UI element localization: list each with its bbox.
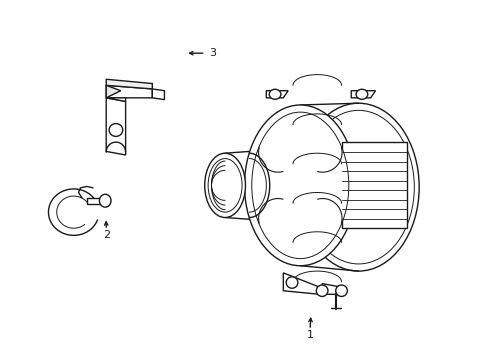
Polygon shape xyxy=(152,89,164,100)
Ellipse shape xyxy=(355,89,367,99)
Polygon shape xyxy=(322,284,341,294)
Ellipse shape xyxy=(244,105,355,266)
Polygon shape xyxy=(106,85,121,98)
Ellipse shape xyxy=(302,111,413,264)
Text: 1: 1 xyxy=(306,330,313,341)
Ellipse shape xyxy=(297,103,418,271)
Ellipse shape xyxy=(285,277,297,288)
Polygon shape xyxy=(283,273,319,294)
Polygon shape xyxy=(106,98,125,155)
Text: 3: 3 xyxy=(209,48,216,58)
Ellipse shape xyxy=(109,123,122,136)
Ellipse shape xyxy=(204,153,245,217)
Ellipse shape xyxy=(208,158,242,212)
Ellipse shape xyxy=(99,194,111,207)
Polygon shape xyxy=(106,85,152,98)
Ellipse shape xyxy=(251,112,348,258)
Ellipse shape xyxy=(316,285,327,296)
Polygon shape xyxy=(106,98,125,102)
Polygon shape xyxy=(350,91,375,98)
Ellipse shape xyxy=(335,285,346,296)
Ellipse shape xyxy=(269,89,280,99)
Polygon shape xyxy=(87,198,101,204)
Polygon shape xyxy=(341,143,406,228)
Polygon shape xyxy=(106,79,152,89)
Polygon shape xyxy=(266,91,287,98)
Text: 2: 2 xyxy=(102,230,109,240)
